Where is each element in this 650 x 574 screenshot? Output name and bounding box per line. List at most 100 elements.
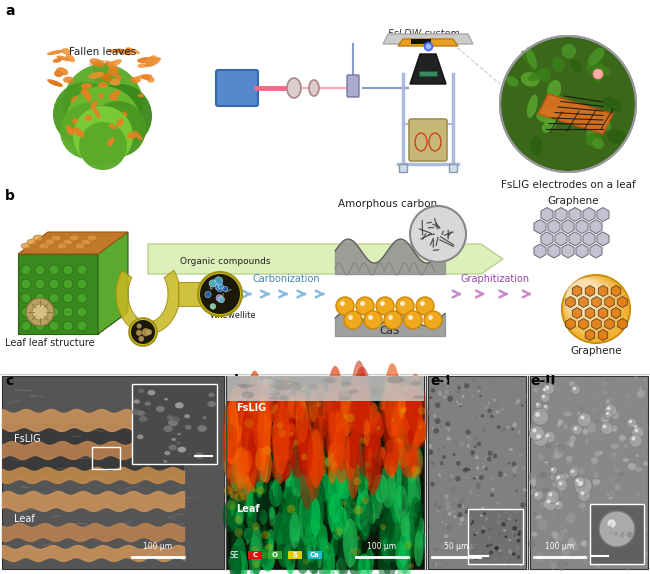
Ellipse shape: [21, 243, 31, 249]
Polygon shape: [611, 308, 621, 319]
Ellipse shape: [328, 503, 337, 532]
Circle shape: [458, 512, 463, 517]
Ellipse shape: [175, 402, 184, 409]
Ellipse shape: [443, 384, 447, 387]
Circle shape: [490, 414, 493, 418]
Ellipse shape: [558, 488, 564, 491]
Circle shape: [532, 409, 549, 425]
Ellipse shape: [516, 546, 519, 549]
Ellipse shape: [347, 551, 352, 568]
Ellipse shape: [334, 498, 342, 525]
Ellipse shape: [409, 449, 416, 474]
Ellipse shape: [384, 507, 389, 516]
Ellipse shape: [233, 436, 246, 478]
Ellipse shape: [274, 380, 292, 383]
Circle shape: [593, 69, 603, 79]
Ellipse shape: [352, 391, 367, 434]
Ellipse shape: [259, 546, 265, 559]
Circle shape: [400, 408, 406, 414]
Circle shape: [136, 324, 142, 328]
Ellipse shape: [343, 518, 358, 568]
Ellipse shape: [539, 519, 547, 530]
Ellipse shape: [599, 451, 603, 455]
Ellipse shape: [231, 476, 236, 493]
Ellipse shape: [137, 410, 144, 416]
Circle shape: [222, 286, 228, 292]
Ellipse shape: [559, 436, 564, 444]
Ellipse shape: [493, 456, 496, 459]
Ellipse shape: [389, 456, 402, 500]
Ellipse shape: [248, 535, 261, 574]
Ellipse shape: [462, 395, 465, 398]
Ellipse shape: [364, 449, 371, 461]
Ellipse shape: [259, 510, 268, 525]
Ellipse shape: [517, 430, 521, 433]
Ellipse shape: [300, 463, 311, 488]
Ellipse shape: [482, 550, 484, 552]
Polygon shape: [576, 220, 588, 234]
Circle shape: [382, 382, 392, 392]
Ellipse shape: [508, 518, 511, 521]
Ellipse shape: [502, 472, 506, 477]
Ellipse shape: [582, 510, 584, 512]
Ellipse shape: [369, 494, 378, 514]
Ellipse shape: [508, 552, 510, 553]
Circle shape: [599, 511, 635, 547]
Ellipse shape: [506, 425, 509, 429]
Ellipse shape: [498, 549, 501, 552]
Ellipse shape: [258, 452, 268, 483]
Ellipse shape: [242, 393, 255, 442]
Ellipse shape: [359, 486, 369, 502]
Ellipse shape: [497, 520, 500, 525]
Ellipse shape: [258, 417, 270, 467]
Ellipse shape: [522, 521, 525, 523]
Ellipse shape: [441, 560, 443, 563]
Circle shape: [234, 528, 243, 537]
Ellipse shape: [255, 383, 273, 459]
Ellipse shape: [391, 483, 402, 523]
Ellipse shape: [414, 526, 423, 548]
Ellipse shape: [358, 497, 371, 541]
Ellipse shape: [504, 560, 505, 562]
Ellipse shape: [596, 393, 598, 394]
Ellipse shape: [300, 475, 306, 491]
Ellipse shape: [314, 495, 324, 530]
Ellipse shape: [354, 367, 371, 433]
Circle shape: [632, 424, 640, 430]
Text: S: S: [292, 552, 298, 558]
Ellipse shape: [623, 444, 629, 448]
Circle shape: [198, 272, 242, 316]
Ellipse shape: [434, 522, 435, 523]
Circle shape: [463, 468, 467, 472]
Bar: [449, 164, 457, 172]
Bar: [419, 71, 437, 76]
Ellipse shape: [528, 540, 536, 548]
Circle shape: [486, 456, 491, 461]
Ellipse shape: [276, 420, 292, 449]
Ellipse shape: [623, 510, 627, 513]
Ellipse shape: [483, 428, 486, 432]
Ellipse shape: [466, 436, 470, 439]
Ellipse shape: [56, 67, 68, 75]
Ellipse shape: [222, 500, 237, 526]
Circle shape: [217, 285, 223, 292]
Ellipse shape: [346, 432, 360, 498]
Ellipse shape: [172, 417, 179, 422]
Circle shape: [266, 544, 273, 550]
Ellipse shape: [281, 439, 292, 461]
Ellipse shape: [492, 525, 495, 528]
Ellipse shape: [21, 279, 31, 289]
Polygon shape: [585, 329, 595, 340]
Polygon shape: [562, 220, 574, 234]
Ellipse shape: [393, 487, 401, 510]
Circle shape: [569, 468, 578, 477]
Ellipse shape: [269, 538, 274, 552]
Text: SE: SE: [230, 550, 239, 560]
Ellipse shape: [589, 420, 593, 422]
Ellipse shape: [480, 514, 483, 517]
Ellipse shape: [547, 80, 561, 100]
Ellipse shape: [551, 531, 558, 538]
Ellipse shape: [456, 449, 458, 452]
Text: Amorphous carbon: Amorphous carbon: [339, 199, 437, 209]
Ellipse shape: [331, 517, 344, 540]
